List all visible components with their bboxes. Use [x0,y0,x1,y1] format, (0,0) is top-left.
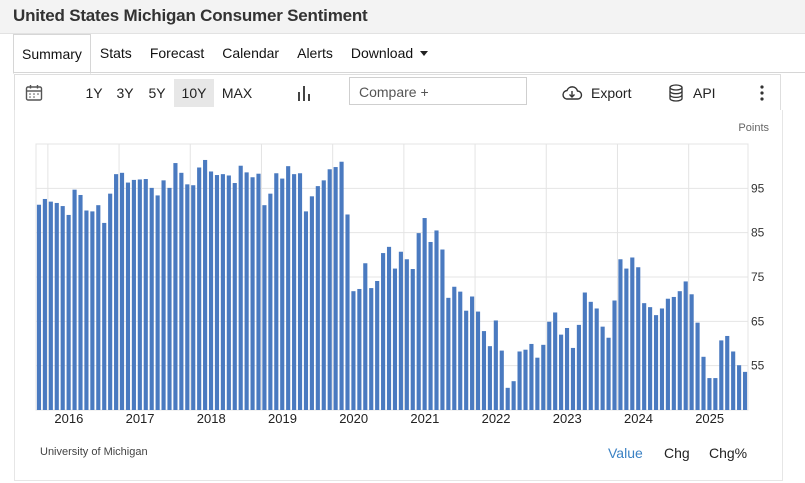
tab-download-label: Download [350,45,414,61]
api-label: API [693,85,716,101]
calendar-icon[interactable] [25,84,43,107]
chart-toolbar: 1Y 3Y 5Y 10Y MAX Compare + Export [14,74,781,112]
tab-stats[interactable]: Stats [99,45,132,61]
api-button[interactable]: API [669,82,716,104]
mode-chg-pct[interactable]: Chg% [709,445,748,461]
compare-input[interactable]: Compare + [349,77,527,105]
tab-download[interactable]: Download [342,34,437,72]
range-10y[interactable]: 10Y [174,79,214,107]
tab-bar: Summary Stats Forecast Calendar Alerts D… [13,34,437,74]
cloud-download-icon [561,85,583,101]
tab-calendar[interactable]: Calendar [222,45,280,61]
database-icon [669,84,683,102]
source-label: University of Michigan [40,446,148,458]
range-max[interactable]: MAX [221,85,253,101]
export-button[interactable]: Export [561,82,631,104]
tab-forecast[interactable]: Forecast [149,45,205,61]
tab-summary[interactable]: Summary [13,34,91,74]
range-5y[interactable]: 5Y [148,85,166,101]
bar-chart-icon[interactable] [297,84,313,107]
title-bar: United States Michigan Consumer Sentimen… [0,0,805,34]
more-vert-icon[interactable] [757,82,767,104]
export-label: Export [591,85,632,101]
tabs-divider [13,72,805,73]
range-3y[interactable]: 3Y [116,85,134,101]
tab-alerts[interactable]: Alerts [297,45,333,61]
page-title: United States Michigan Consumer Sentimen… [13,6,368,25]
mode-chg[interactable]: Chg [664,445,690,461]
mode-value[interactable]: Value [608,445,643,461]
caret-down-icon [420,51,429,56]
range-1y[interactable]: 1Y [85,85,103,101]
chart-panel [14,110,783,481]
